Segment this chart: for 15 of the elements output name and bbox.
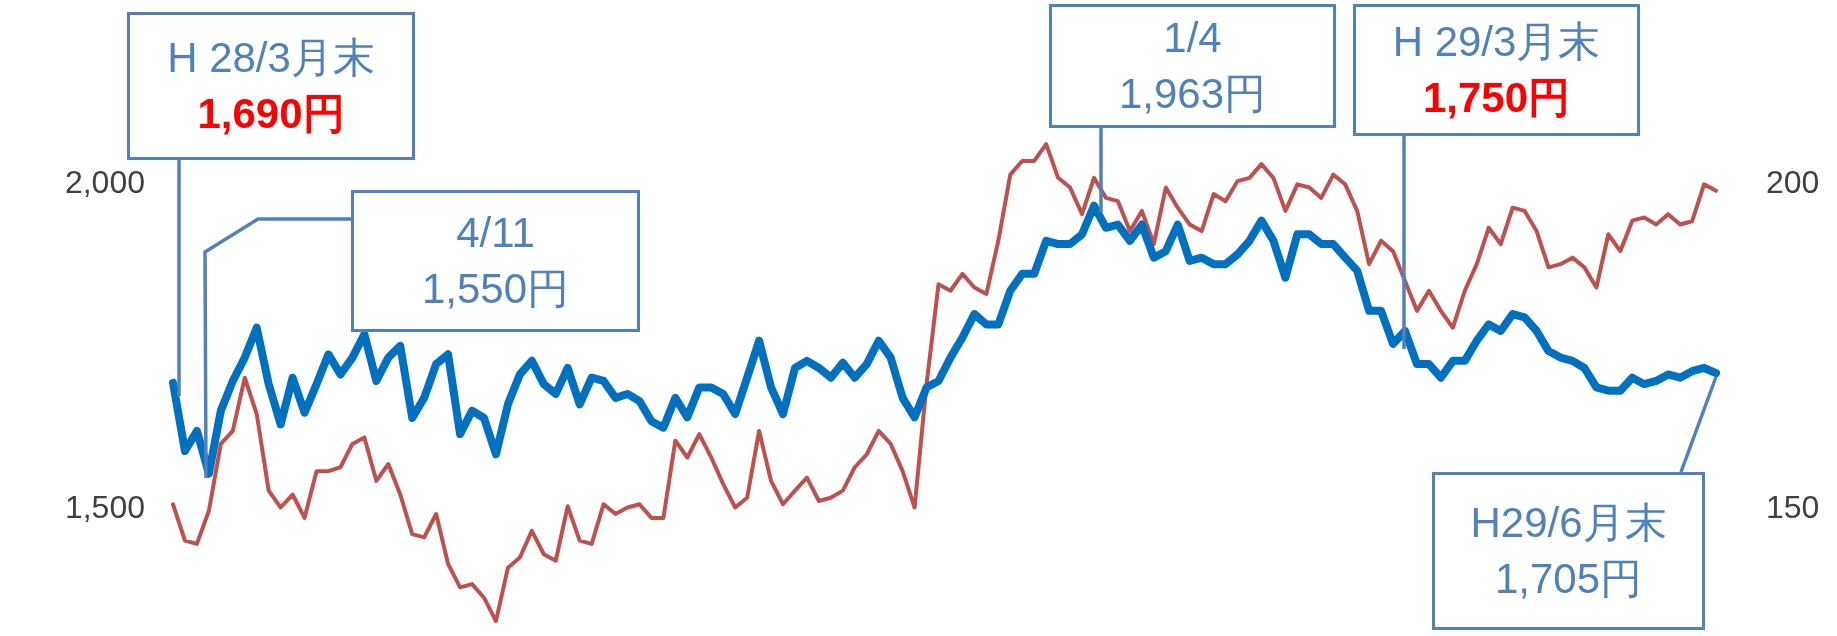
callout-box: H 28/3月末 1,690円 bbox=[127, 12, 415, 160]
callout-box: H 29/3月末 1,750円 bbox=[1353, 4, 1640, 136]
annotation: H 29/3月末 1,750円 bbox=[1392, 17, 1601, 123]
line-series bbox=[171, 142, 1718, 624]
annotation: 1/4 1,963円 bbox=[1118, 13, 1267, 119]
y-tick-label: 2,000 bbox=[64, 164, 145, 201]
callout-box: H29/6月末 1,705円 bbox=[1432, 472, 1705, 630]
y2-tick-label: 150 bbox=[1766, 488, 1820, 525]
annotation: H29/6月末 1,705円 bbox=[1470, 498, 1667, 604]
y-tick-label: 1,500 bbox=[64, 488, 145, 525]
callout-box: 4/11 1,550円 bbox=[351, 190, 640, 332]
y2-tick-label: 200 bbox=[1766, 164, 1820, 201]
annotation: 4/11 1,550円 bbox=[421, 208, 570, 314]
callout-box: 1/4 1,963円 bbox=[1049, 4, 1336, 128]
annotation: H 28/3月末 1,690円 bbox=[167, 33, 375, 139]
